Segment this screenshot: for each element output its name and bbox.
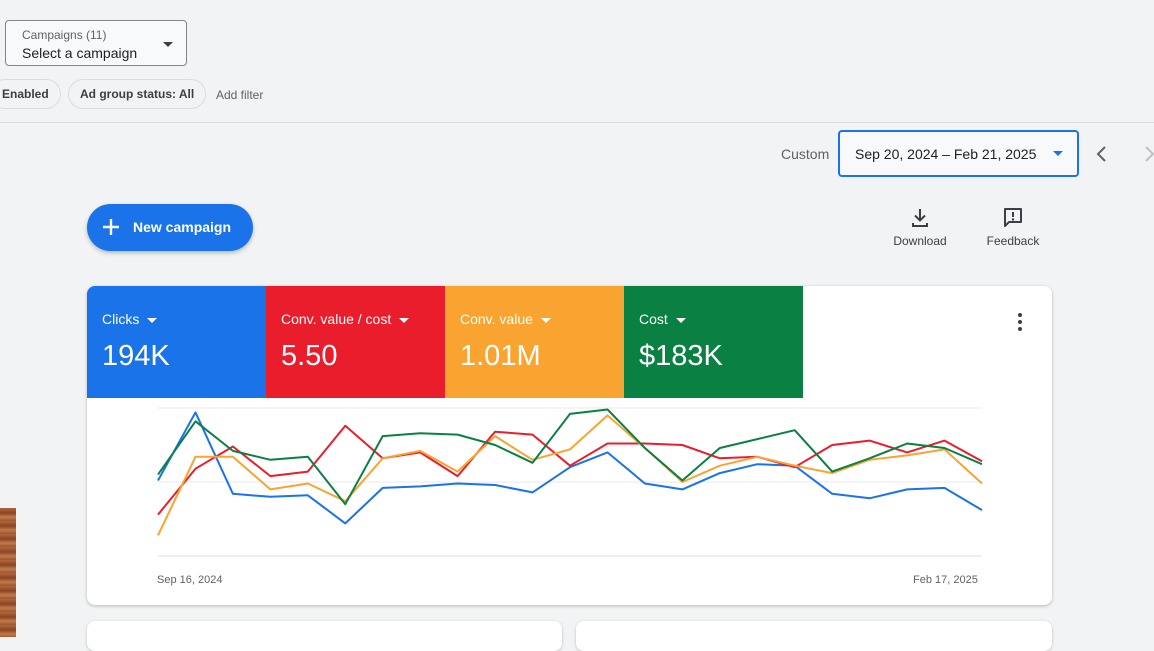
plus-icon (103, 219, 119, 235)
metric-value: 194K (102, 340, 170, 372)
background-photo-fragment (0, 508, 16, 637)
dropdown-arrow-icon (163, 42, 173, 47)
add-filter-link[interactable]: Add filter (216, 88, 264, 102)
metric-tile-clicks[interactable]: Clicks 194K (87, 286, 266, 398)
metric-value: 5.50 (281, 340, 338, 372)
metric-tile-cost[interactable]: Cost $183K (624, 286, 803, 398)
feedback-icon (1004, 208, 1022, 227)
caret-down-icon (399, 317, 410, 323)
download-label: Download (893, 234, 947, 248)
metric-name: Conv. value (460, 311, 551, 327)
feedback-label: Feedback (986, 234, 1040, 248)
download-icon (912, 209, 928, 227)
chart-series-line-4 (157, 408, 983, 506)
campaign-selector-value: Select a campaign (22, 45, 138, 61)
chart-series-line-1 (157, 411, 983, 525)
bottom-card-right (576, 621, 1052, 651)
chevron-right-icon[interactable] (1137, 142, 1154, 166)
x-axis-start-label: Sep 16, 2024 (157, 574, 223, 586)
caret-down-icon (675, 317, 686, 323)
date-range-type-label: Custom (781, 146, 830, 162)
download-button[interactable]: Download (885, 206, 955, 252)
metric-tile-conv-value[interactable]: Conv. value 1.01M (445, 286, 624, 398)
chevron-left-icon[interactable] (1090, 142, 1114, 166)
campaign-selector-caption: Campaigns (11) (22, 28, 107, 42)
status-filter-chip[interactable]: Enabled (0, 79, 61, 109)
new-campaign-button[interactable]: New campaign (87, 204, 253, 251)
metric-name: Clicks (102, 311, 158, 327)
more-options-icon[interactable] (1008, 310, 1032, 334)
chart-series-line-3 (157, 414, 983, 536)
metric-tile-conv-value-cost[interactable]: Conv. value / cost 5.50 (266, 286, 445, 398)
feedback-button[interactable]: Feedback (978, 206, 1048, 252)
performance-line-chart (157, 407, 983, 557)
x-axis-end-label: Feb 17, 2025 (913, 574, 978, 586)
date-range-picker[interactable]: Sep 20, 2024 – Feb 21, 2025 (838, 130, 1079, 177)
caret-down-icon (147, 317, 158, 323)
ad-group-status-chip[interactable]: Ad group status: All (68, 79, 207, 109)
dropdown-arrow-icon (1053, 151, 1063, 156)
caret-down-icon (540, 317, 551, 323)
campaign-selector[interactable]: Campaigns (11) Select a campaign (5, 20, 187, 66)
metric-name: Cost (639, 311, 686, 327)
metric-name: Conv. value / cost (281, 311, 410, 327)
new-campaign-label: New campaign (133, 219, 232, 235)
header-divider (0, 122, 1154, 123)
metric-value: $183K (639, 340, 723, 372)
metric-value: 1.01M (460, 340, 541, 372)
bottom-card-left (87, 621, 562, 651)
performance-card: Clicks 194K Conv. value / cost 5.50 Conv… (87, 286, 1052, 605)
date-range-value: Sep 20, 2024 – Feb 21, 2025 (855, 146, 1037, 162)
chart-series-line-2 (157, 424, 983, 516)
